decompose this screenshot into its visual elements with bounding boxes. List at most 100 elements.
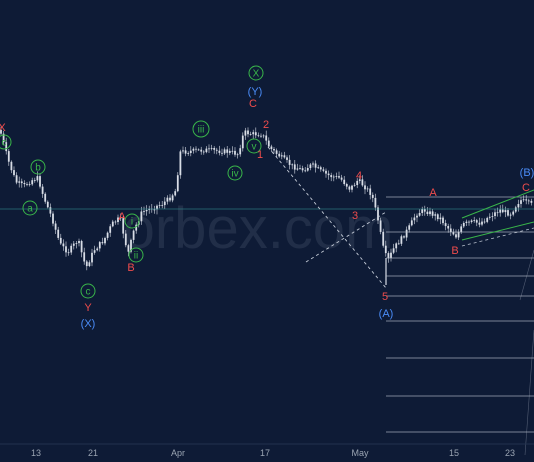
candle-body — [520, 200, 522, 204]
wave-label-iv: iv — [227, 165, 243, 181]
candle-body — [244, 130, 247, 136]
candle-body — [156, 205, 158, 210]
candle-body — [306, 168, 309, 171]
candle-body — [72, 243, 75, 246]
wave-label-c: c — [80, 283, 96, 299]
candle-body — [410, 220, 413, 226]
candles — [0, 126, 533, 285]
candle-body — [249, 134, 252, 135]
candle-body — [452, 232, 455, 235]
candle-body — [88, 262, 91, 266]
candle-body — [109, 226, 112, 233]
candle-body — [416, 215, 418, 218]
wave-label-a: A — [429, 187, 437, 199]
wave-label-b: (B) — [520, 167, 534, 179]
candle-body — [377, 207, 379, 221]
candle-body — [213, 148, 216, 150]
candle-body — [325, 170, 327, 174]
candle-body — [525, 199, 528, 201]
wave-label-x: X — [0, 122, 6, 134]
candle-body — [247, 130, 249, 135]
wave-label-a: A — [118, 211, 126, 223]
wave-label-ii: ii — [128, 247, 144, 263]
candle-body — [23, 183, 26, 185]
candle-body — [267, 140, 270, 147]
wave-label-circle — [124, 213, 140, 229]
wave-label-text: c — [86, 287, 91, 298]
x-tick-label: May — [351, 448, 369, 458]
candle-body — [455, 234, 457, 238]
candle-body — [174, 191, 177, 196]
candle-body — [101, 242, 104, 244]
candle-body — [434, 214, 437, 216]
candle-body — [117, 217, 119, 222]
candle-body — [317, 167, 320, 169]
candle-body — [340, 177, 343, 180]
fan-line — [519, 249, 534, 301]
candle-body — [91, 252, 93, 263]
candle-body — [106, 232, 109, 238]
candle-body — [322, 169, 325, 171]
wave-label-text: iv — [231, 169, 238, 180]
candle-body — [356, 180, 359, 185]
wave-label-text: ii — [134, 251, 138, 262]
candle-body — [223, 149, 226, 154]
candle-body — [234, 150, 236, 155]
candle-body — [80, 241, 83, 253]
candle-body — [288, 159, 291, 165]
candle-body — [202, 151, 205, 153]
candle-body — [361, 179, 364, 186]
candle-body — [104, 238, 106, 244]
candle-body — [486, 217, 489, 222]
candle-body — [96, 248, 99, 251]
candle-body — [382, 231, 385, 246]
candle-body — [210, 148, 213, 149]
candle-body — [291, 164, 294, 166]
candle-body — [527, 200, 530, 202]
candle-body — [33, 180, 36, 181]
candle-body — [369, 188, 372, 195]
candle-body — [286, 157, 288, 160]
wave-label-text: b — [35, 163, 41, 174]
channel-line-lower — [461, 221, 534, 241]
candle-body — [507, 210, 509, 216]
wave-label-circle — [192, 120, 210, 138]
candle-body — [470, 220, 473, 222]
candle-body — [78, 241, 80, 244]
candle-body — [10, 161, 13, 171]
candle-body — [338, 176, 340, 178]
candle-body — [319, 167, 322, 170]
candle-body — [135, 224, 138, 231]
candle-body — [468, 221, 470, 223]
wave-label-c: C — [249, 98, 257, 110]
candle-body — [236, 154, 239, 156]
candle-body — [312, 163, 314, 165]
watermark: orbex.com — [123, 196, 394, 261]
candle-body — [166, 197, 169, 202]
candle-body — [327, 173, 330, 176]
candle-body — [473, 220, 476, 221]
candle-body — [132, 230, 135, 240]
candle-body — [49, 207, 52, 214]
candle-body — [374, 197, 377, 208]
candle-body — [449, 228, 452, 232]
candle-body — [171, 195, 174, 201]
candle-body — [530, 200, 533, 203]
candle-body — [283, 155, 286, 158]
candle-body — [270, 146, 273, 149]
candle-body — [36, 176, 39, 181]
wave-label-text: a — [27, 204, 33, 215]
wave-label-a: (A) — [379, 308, 394, 320]
wave-label-circle — [80, 283, 96, 299]
dotted-trendline — [267, 146, 387, 289]
candle-body — [85, 261, 88, 267]
candle-body — [39, 176, 41, 187]
candle-body — [153, 209, 156, 211]
candle-body — [517, 204, 520, 208]
candle-body — [278, 153, 281, 157]
candle-body — [187, 153, 190, 154]
wave-label-circle — [227, 165, 243, 181]
candle-body — [161, 205, 164, 206]
